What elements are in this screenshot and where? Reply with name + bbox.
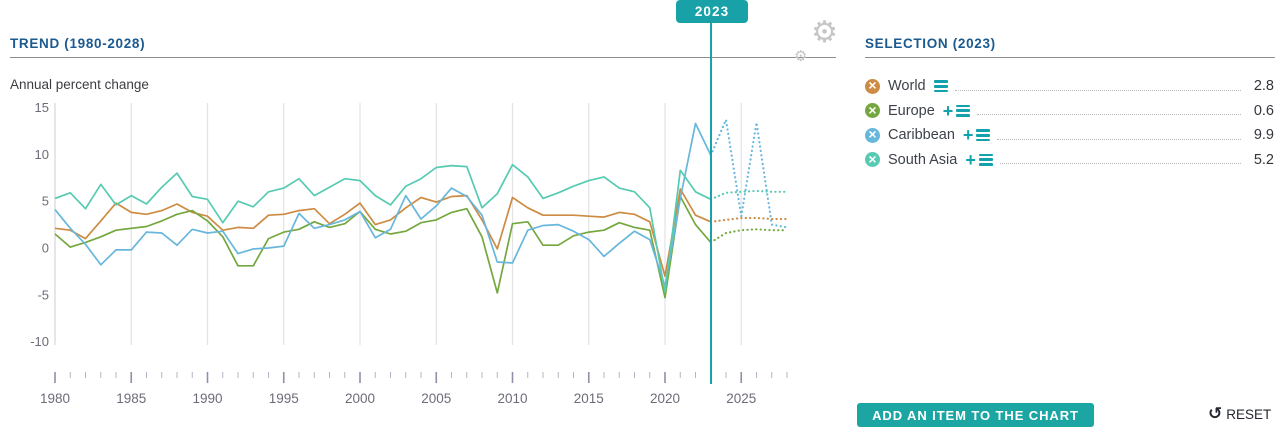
dotted-leader bbox=[977, 114, 1241, 116]
x-tick-label: 2010 bbox=[497, 391, 527, 406]
gear-icon: ⚙ bbox=[811, 16, 838, 49]
x-glyph: × bbox=[868, 101, 877, 118]
x-tick-label: 2025 bbox=[726, 391, 756, 406]
y-tick-label: 0 bbox=[42, 241, 49, 256]
dotted-leader bbox=[997, 138, 1241, 140]
plus-icon[interactable]: + bbox=[942, 100, 954, 121]
x-tick-label: 1985 bbox=[116, 391, 146, 406]
selection-row-caribbean: × Caribbean + 9.9 bbox=[865, 123, 1274, 148]
remove-item-icon[interactable]: × bbox=[865, 77, 880, 94]
x-glyph: × bbox=[868, 126, 877, 143]
menu-icon[interactable] bbox=[933, 80, 948, 93]
selection-row-world: × World + 2.8 bbox=[865, 74, 1274, 99]
x-tick-label: 1995 bbox=[269, 391, 299, 406]
selection-item-label: Europe bbox=[888, 102, 935, 119]
remove-item-icon[interactable]: × bbox=[865, 101, 880, 119]
selection-item-label: South Asia bbox=[888, 151, 958, 168]
trend-chart: 15 10 5 0 -5 -10 1980 1985 1990 1995 2000 2005 2010 2… bbox=[30, 100, 789, 406]
selection-panel-divider bbox=[865, 57, 1275, 58]
selection-item-value: 2.8 bbox=[1253, 78, 1274, 95]
y-tick-label: -5 bbox=[37, 287, 49, 302]
selection-list: × World + 2.8 × Europe + 0.6 × Caribbean… bbox=[865, 74, 1274, 172]
x-tick-label: 2000 bbox=[345, 391, 375, 406]
year-marker-label: 2023 bbox=[694, 4, 730, 19]
menu-icon[interactable] bbox=[956, 104, 971, 117]
series-line-caribbean bbox=[54, 122, 712, 288]
selection-row-europe: × Europe + 0.6 bbox=[865, 99, 1274, 124]
x-glyph: × bbox=[868, 150, 877, 167]
selection-item-value: 9.9 bbox=[1253, 127, 1274, 144]
y-tick-label: 10 bbox=[35, 147, 49, 162]
series-line-south-asia bbox=[54, 163, 712, 293]
remove-item-icon[interactable]: × bbox=[865, 126, 880, 143]
y-tick-label: 5 bbox=[42, 194, 49, 209]
dotted-leader bbox=[954, 89, 1241, 91]
series-forecast-south-asia bbox=[709, 189, 789, 201]
series-forecast-europe bbox=[709, 228, 789, 244]
selection-item-value: 0.6 bbox=[1253, 102, 1274, 119]
x-tick-label: 2015 bbox=[574, 391, 604, 406]
series-forecast-caribbean bbox=[709, 115, 789, 229]
y-tick-label: -10 bbox=[30, 334, 49, 349]
series-line-world bbox=[54, 188, 712, 277]
menu-icon[interactable] bbox=[978, 153, 993, 166]
x-tick-label: 2005 bbox=[421, 391, 451, 406]
gear-small-icon: ⚙ bbox=[794, 48, 808, 65]
dotted-leader bbox=[999, 163, 1241, 165]
plus-icon[interactable]: + bbox=[965, 149, 976, 170]
trend-panel-title: TREND (1980-2028) bbox=[10, 36, 146, 51]
trend-panel-divider bbox=[10, 57, 836, 58]
reset-button[interactable]: ↺ RESET bbox=[1208, 404, 1271, 424]
x-tick-label: 1990 bbox=[192, 391, 222, 406]
series-line-europe bbox=[54, 195, 712, 299]
year-marker-handle[interactable]: 2023 bbox=[676, 0, 748, 23]
reset-icon: ↺ bbox=[1208, 403, 1223, 423]
plus-icon[interactable]: + bbox=[962, 125, 974, 146]
x-tick-label: 1980 bbox=[40, 391, 70, 406]
selection-item-label: Caribbean bbox=[888, 127, 955, 144]
x-glyph: × bbox=[868, 77, 877, 94]
settings-icon[interactable]: ⚙ ⚙ bbox=[792, 18, 838, 65]
selection-item-value: 5.2 bbox=[1253, 151, 1274, 168]
x-tick-label: 2020 bbox=[650, 391, 680, 406]
selection-panel-title: SELECTION (2023) bbox=[865, 36, 996, 51]
selection-row-south-asia: × South Asia + 5.2 bbox=[865, 148, 1274, 173]
year-marker-line[interactable] bbox=[710, 22, 712, 384]
reset-label: RESET bbox=[1226, 406, 1272, 422]
add-item-button[interactable]: ADD AN ITEM TO THE CHART bbox=[857, 403, 1094, 427]
selection-item-label: World bbox=[888, 78, 926, 95]
chart-unit-label: Annual percent change bbox=[10, 77, 149, 92]
remove-item-icon[interactable]: × bbox=[865, 150, 880, 168]
y-tick-label: 15 bbox=[35, 100, 49, 115]
series-forecast-world bbox=[709, 216, 789, 223]
menu-icon[interactable] bbox=[976, 129, 991, 142]
